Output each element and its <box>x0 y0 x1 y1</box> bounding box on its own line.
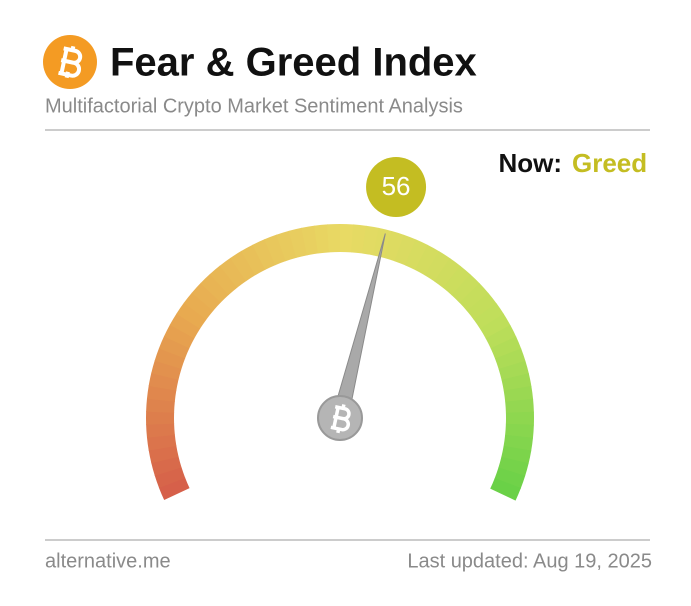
gauge-segment <box>442 265 471 296</box>
gauge-segment <box>414 244 440 276</box>
gauge-segment <box>264 234 287 266</box>
gauge-segment <box>230 250 256 282</box>
gauge-segment <box>288 227 308 258</box>
gauge-segment <box>501 445 532 464</box>
gauge-segment <box>241 244 266 276</box>
gauge-segment <box>451 274 481 304</box>
gauge-segment <box>183 292 214 320</box>
last-updated: Last updated: Aug 19, 2025 <box>407 550 652 572</box>
gauge-segment <box>191 282 222 312</box>
gauge-segment <box>151 360 182 380</box>
gauge-segment <box>154 347 186 370</box>
gauge-segment <box>501 373 532 392</box>
value-label: 56 <box>382 171 411 201</box>
gauge-segment <box>169 313 201 339</box>
gauge-segment <box>146 398 175 413</box>
gauge-segment <box>473 303 504 330</box>
gauge-segment <box>394 234 417 266</box>
gauge-segment <box>146 423 175 438</box>
hub-symbol <box>330 404 351 434</box>
gauge-segment <box>276 230 297 262</box>
gauge-segment <box>494 467 526 489</box>
gauge-segment <box>424 251 451 282</box>
gauge-segment <box>466 292 497 321</box>
gauge-segment <box>154 466 186 489</box>
value-bubble <box>366 157 427 217</box>
gauge-segment <box>490 336 522 360</box>
gauge-segment <box>158 335 190 359</box>
gauge-segment <box>314 224 330 254</box>
gauge-segment <box>459 283 489 312</box>
chart-title: Fear & Greed Index <box>110 41 477 85</box>
gauge-segment <box>383 230 405 262</box>
gauge-segment <box>350 224 367 254</box>
gauge-segment <box>485 324 517 349</box>
gauge-segment <box>362 225 380 256</box>
bitcoin-symbol <box>58 45 83 79</box>
gauge-segment <box>148 445 179 464</box>
needle <box>331 233 386 421</box>
gauge-segment <box>494 348 526 370</box>
gauge-segment <box>498 456 529 477</box>
gauge-segment <box>503 434 533 452</box>
gauge-segment <box>252 239 276 270</box>
gauge-segment <box>219 257 247 288</box>
gauge-segment <box>498 360 529 381</box>
gauge-segment <box>505 398 534 414</box>
gauge-segment <box>151 456 182 476</box>
classification: Greed <box>572 148 647 178</box>
gauge-segment <box>301 225 319 256</box>
gauge: 56 <box>146 157 534 501</box>
gauge-segment <box>404 239 429 271</box>
gauge-segment <box>433 258 461 289</box>
status-label: Now: <box>498 148 562 178</box>
gauge-segment <box>200 273 230 303</box>
gauge-segment <box>503 385 534 403</box>
gauge-segment <box>146 385 177 402</box>
gauge-segment <box>479 313 511 339</box>
gauge-segment <box>146 434 177 451</box>
gauge-segment <box>163 324 195 349</box>
gauge-segment <box>490 477 521 501</box>
gauge-segment <box>158 477 190 500</box>
gauge-segment <box>209 265 238 296</box>
gauge-segment <box>176 302 207 329</box>
gauge-segment <box>148 372 179 391</box>
source: alternative.me <box>45 550 171 572</box>
chart-subtitle: Multifactorial Crypto Market Sentiment A… <box>45 95 463 117</box>
gauge-segment <box>505 423 534 439</box>
